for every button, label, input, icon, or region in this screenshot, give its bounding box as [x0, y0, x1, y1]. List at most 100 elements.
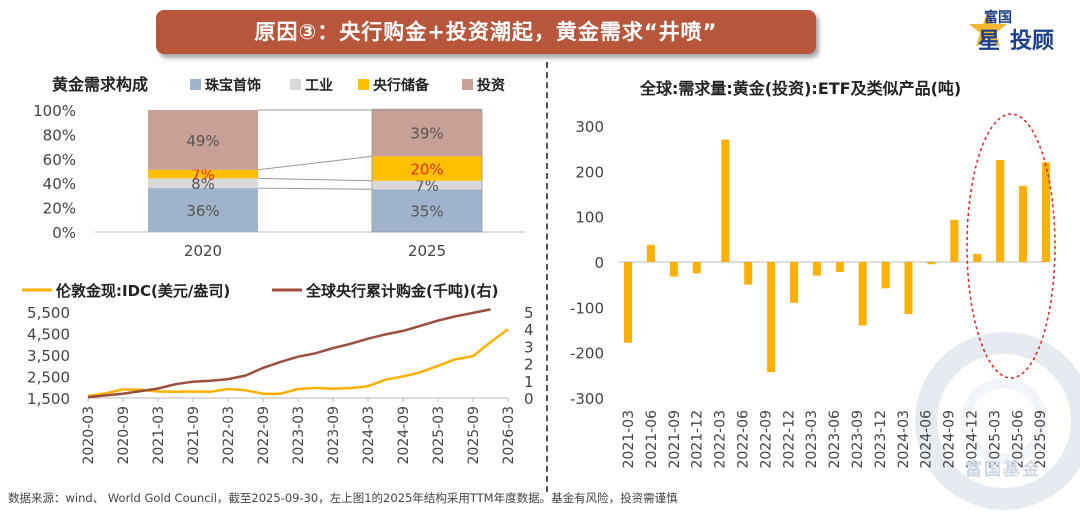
x-tick-label: 2023-09: [326, 406, 342, 465]
y-tick-label: 300: [575, 118, 604, 136]
brand-logo: 富国 星 投顾: [969, 9, 1054, 54]
etf-bar: [858, 262, 867, 326]
legend-swatch-0: [190, 79, 201, 90]
right-tick-label: 5: [524, 304, 534, 322]
x-tick-label: 2024-09: [942, 410, 958, 469]
y-tick-label: -300: [570, 390, 604, 408]
price-vs-cb-chart: 伦敦金现:IDC(美元/盎司) 全球央行累计购金(千吨)(右) 1,500 2,50…: [22, 282, 534, 465]
x-tick-label: 2025-09: [466, 406, 482, 465]
left-tick-label: 3,500: [27, 347, 70, 365]
demand-structure-chart: 黄金需求构成 珠宝首饰 工业 央行储备 投资 0% 20% 40% 60% 80% 100% 20…: [33, 75, 525, 260]
x-tick-label: 2023-09: [850, 410, 866, 469]
gold-price-line: [87, 328, 509, 398]
y-tick-label: 40%: [43, 175, 76, 193]
legend-label-cb: 全球央行累计购金(千吨)(右): [305, 282, 498, 300]
etf-bar: [904, 262, 913, 315]
etf-bar: [881, 262, 890, 289]
etf-bar: [1041, 162, 1050, 262]
legend-label-1: 工业: [305, 78, 333, 94]
x-tick-label: 2021-03: [151, 406, 167, 465]
x-tick-label: 2022-03: [221, 406, 237, 465]
x-tick-label: 2021-12: [690, 410, 706, 469]
legend-swatch-3: [462, 79, 473, 90]
x-tick-label: 2026-03: [501, 406, 517, 465]
stack-segment-0: [148, 188, 258, 232]
etf-bar: [950, 219, 959, 262]
x-tick-label: 2023-03: [291, 406, 307, 465]
segment-label-1: 8%: [191, 175, 215, 193]
y-tick-label: 100%: [33, 102, 76, 120]
etf-bar: [692, 262, 701, 274]
left-tick-label: 1,500: [27, 390, 70, 408]
stack-segment-3: [372, 108, 482, 157]
y-tick-label: -100: [570, 299, 604, 317]
logo-line2b: 投顾: [1010, 29, 1054, 54]
segment-label-3: 39%: [410, 125, 443, 143]
x-tick-label: 2021-09: [186, 406, 202, 465]
cb-cumulative-line: [87, 308, 491, 399]
x-tick-label: 2021-09: [667, 410, 683, 469]
etf-bar: [624, 262, 632, 343]
etf-bar: [1019, 185, 1028, 262]
x-tick-label: 2022-06: [736, 410, 752, 469]
segment-label-0: 35%: [410, 203, 443, 221]
x-tick-label: 2020: [184, 242, 222, 260]
segment-label-2: 7%: [191, 166, 215, 184]
stack-segment-3: [148, 110, 258, 170]
x-tick-label: 2023-12: [873, 410, 889, 469]
x-tick-label: 2024-12: [965, 410, 981, 469]
logo-line2a: 星: [978, 29, 1000, 54]
x-tick-label: 2024-06: [919, 410, 935, 469]
x-tick-label: 2024-03: [361, 406, 377, 465]
y-tick-label: 80%: [43, 126, 76, 144]
x-tick-label: 2022-09: [758, 410, 774, 469]
y-tick-label: 0%: [52, 224, 76, 242]
x-tick-label: 2024-09: [396, 406, 412, 465]
x-tick-label: 2020-09: [116, 406, 132, 465]
x-tick-label: 2021-03: [621, 410, 637, 469]
etf-bar: [767, 262, 776, 373]
watermark-ring-inner: [961, 378, 1047, 464]
x-tick-label: 2025-03: [987, 410, 1003, 469]
x-tick-label: 2024-03: [896, 410, 912, 469]
x-tick-label: 2022-03: [713, 410, 729, 469]
x-tick-label: 2023-06: [827, 410, 843, 469]
connector-line: [257, 177, 373, 182]
etf-demand-chart: 全球:需求量:黄金(投资):ETF及类似产品(吨) 300 200 100 0 -100…: [570, 79, 1080, 510]
logo-line1: 富国: [984, 9, 1012, 26]
left-tick-label: 5,500: [27, 304, 70, 322]
left-tick-label: 2,500: [27, 369, 70, 387]
legend-label-gold: 伦敦金现:IDC(美元/盎司): [56, 282, 230, 300]
watermark-text: 富国基金: [965, 460, 1041, 480]
highlight-oval: [966, 113, 1056, 379]
legend-swatch-2: [358, 79, 369, 90]
etf-bar: [927, 262, 936, 265]
segment-label-3: 49%: [186, 132, 219, 150]
legend-label-0: 珠宝首饰: [205, 77, 261, 94]
etf-bar: [744, 262, 753, 285]
x-tick-label: 2022-12: [781, 410, 797, 469]
logo-star-icon: [969, 10, 1007, 47]
etf-bar: [646, 244, 655, 262]
segment-label-2: 20%: [410, 161, 443, 179]
y-tick-label: 0: [594, 254, 604, 272]
chart3-title: 全球:需求量:黄金(投资):ETF及类似产品(吨): [639, 79, 961, 98]
stack-segment-2: [148, 169, 258, 179]
watermark-ring: [915, 332, 1080, 510]
segment-label-0: 36%: [186, 202, 219, 220]
chart1-title: 黄金需求构成: [52, 75, 148, 94]
x-tick-label: 2022-09: [256, 406, 272, 465]
right-tick-label: 3: [524, 338, 534, 356]
y-tick-label: 20%: [43, 200, 76, 218]
etf-bar: [996, 160, 1005, 262]
x-tick-label: 2025: [408, 242, 446, 260]
x-tick-label: 2025-09: [1033, 410, 1049, 469]
x-tick-label: 2021-06: [644, 410, 660, 469]
right-tick-label: 0: [524, 390, 534, 408]
etf-bar: [812, 262, 821, 276]
page-title: 原因③：央行购金+投资潮起，黄金需求“井喷”: [254, 20, 718, 44]
left-tick-label: 4,500: [27, 326, 70, 344]
panel-divider: [546, 62, 548, 492]
title-banner: 原因③：央行购金+投资潮起，黄金需求“井喷”: [156, 10, 816, 54]
x-tick-label: 2025-06: [1010, 410, 1026, 469]
